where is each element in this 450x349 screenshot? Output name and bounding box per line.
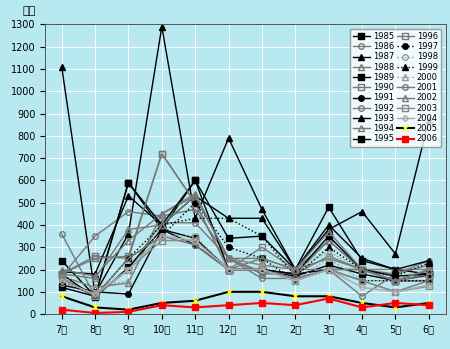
Y-axis label: 尾数: 尾数 — [22, 6, 36, 16]
Legend: 1985, 1986, 1987, 1988, 1989, 1990, 1991, 1992, 1993, 1994, 1995, 1996, 1997, 19: 1985, 1986, 1987, 1988, 1989, 1990, 1991… — [350, 29, 441, 147]
